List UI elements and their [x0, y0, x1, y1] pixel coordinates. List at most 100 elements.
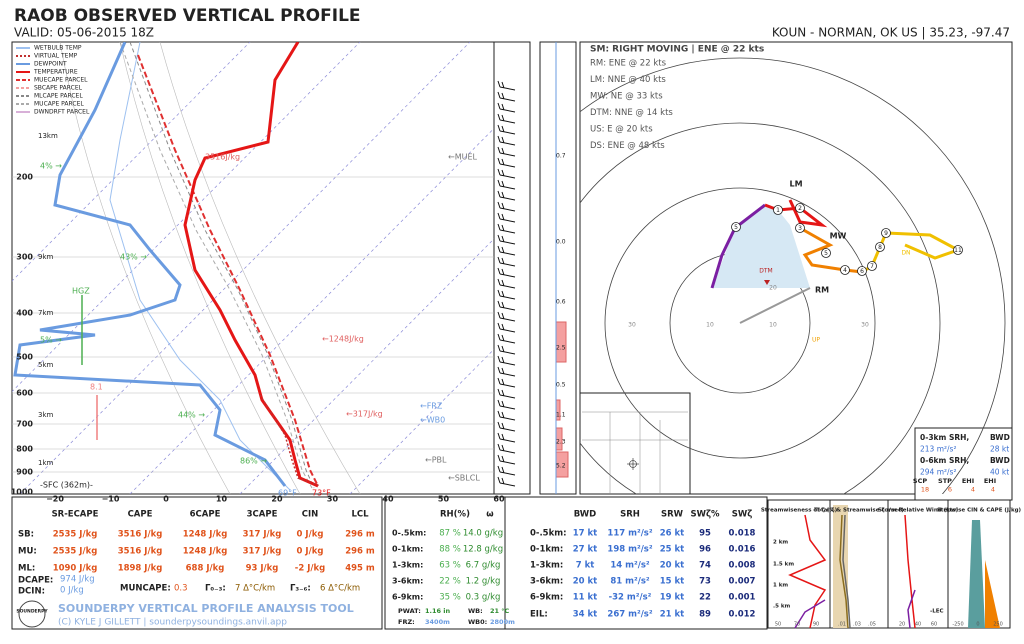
kinematic-value: 198 m²/s² — [607, 545, 652, 555]
label: DCIN: — [18, 587, 45, 597]
rh-value: 35 % — [439, 593, 461, 603]
wind-barb — [497, 377, 516, 388]
row-label: 6-9km: — [530, 593, 563, 603]
motion: RM: ENE @ 22 kts — [590, 59, 667, 69]
legend-swatches — [16, 47, 30, 113]
column-header: 3CAPE — [247, 510, 278, 520]
wind-barb — [497, 91, 516, 102]
row-label: 0-1km: — [530, 545, 563, 555]
height-marker-label: 2 — [798, 205, 802, 212]
height-marker — [857, 266, 867, 276]
column-header: CIN — [302, 510, 319, 520]
column-header: 6CAPE — [190, 510, 221, 520]
height-marker — [875, 242, 885, 252]
kinematic-value: 17 kt — [573, 529, 598, 539]
column-header: RH(%) — [440, 510, 470, 520]
pressure-label: 300 — [16, 253, 33, 262]
kinematic-value: -32 m²/s² — [609, 593, 652, 603]
height-marker-label: 6 — [860, 268, 864, 275]
credit: (C) KYLE J GILLETT | sounderpysoundings.… — [58, 618, 287, 628]
annotation: ←SBLCL — [448, 474, 480, 483]
annotation: -SFC (362m)- — [40, 481, 93, 490]
pwat: 1.16 in — [425, 607, 451, 615]
wind-barb — [497, 344, 516, 355]
parameter-value: 1898 J/kg — [118, 564, 163, 574]
height-marker — [840, 265, 850, 275]
wind-barb — [497, 113, 516, 124]
srh-cell: BWD — [990, 456, 1010, 465]
wind-barb — [497, 476, 516, 487]
rh-label: 44% → — [178, 411, 205, 420]
logo-text: SOUNDERPY — [16, 609, 48, 615]
rh-label: 4% → — [40, 162, 62, 171]
height-marker — [795, 223, 805, 233]
parameter-value: 1090 J/kg — [53, 564, 98, 574]
kinematic-value: 0.016 — [729, 545, 756, 555]
panel-tick: -250 — [952, 622, 963, 628]
panel-height: 2 km — [773, 540, 788, 546]
column-header: SWζ — [732, 510, 753, 520]
wind-barb — [497, 146, 516, 157]
kinematic-value: 81 m²/s² — [610, 577, 650, 587]
ring-label: 10 — [706, 322, 714, 329]
temperature-label: −10 — [102, 495, 120, 504]
temperature-label: 60 — [493, 495, 505, 504]
panel-tick: .01 — [838, 622, 846, 628]
panel-tick: 50 — [775, 622, 781, 628]
annotation: ←MUEL — [448, 153, 478, 162]
column-header: ω — [486, 510, 494, 520]
panel-tick: 20 — [899, 622, 905, 628]
rh-label: 43% → — [120, 253, 147, 262]
srh-cell: 294 m²/s² — [920, 468, 956, 477]
freezing-level: WB0: — [468, 618, 487, 626]
wind-barb — [497, 443, 516, 454]
temperature-label: −20 — [46, 495, 64, 504]
parameter-value: 2535 J/kg — [53, 530, 98, 540]
ring-label: 30 — [628, 322, 636, 329]
column-header: SRH — [620, 510, 640, 520]
wind-barb — [497, 278, 516, 289]
mixing-ratio: 0.3 g/kg — [466, 593, 501, 603]
srh-cell: 40 kt — [990, 468, 1009, 477]
srh-cell: EHI — [984, 477, 996, 485]
freezing-level: 2800m — [490, 618, 515, 626]
annotation: ←1248J/kg — [322, 335, 364, 344]
row-label: EIL: — [530, 610, 548, 620]
legend-entry: WETBULB TEMP — [34, 45, 82, 52]
wind-barb — [497, 267, 516, 278]
pressure-label: 900 — [16, 468, 33, 477]
parameter-value: -2 J/kg — [295, 564, 325, 574]
column-header: LCL — [351, 510, 369, 520]
row-label: SB: — [18, 530, 34, 540]
ring-label: 30 — [861, 322, 869, 329]
kinematic-value: 15 kt — [660, 577, 685, 587]
omega-label: 1.1 — [556, 412, 566, 419]
ring-label: 20 — [769, 285, 777, 292]
parameter-value: 688 J/kg — [186, 564, 225, 574]
parameter-value: 3516 J/kg — [118, 547, 163, 557]
column-header: BWD — [574, 510, 596, 520]
wind-barb — [497, 168, 516, 179]
omega-label: 0.5 — [556, 382, 566, 389]
kinematic-value: 21 kt — [660, 610, 685, 620]
panel-tick: 250 — [993, 622, 1003, 628]
height-markers: 1 2 3 4 5 5 67 89 11 — [731, 203, 963, 276]
kinematic-value: 11 kt — [573, 593, 598, 603]
row-label: 3-6km: — [392, 577, 423, 586]
srh-cell: 213 m²/s² — [920, 445, 956, 454]
mixing-ratio: 14.0 g/kg — [463, 529, 503, 539]
height-marker-label: 11 — [954, 247, 962, 254]
logo — [18, 600, 46, 628]
wind-barb — [497, 135, 516, 146]
legend-entry: MUCAPE PARCEL — [34, 101, 84, 108]
kinematic-value: 0.007 — [729, 577, 756, 587]
kinematic-value: 95 — [699, 529, 711, 539]
omega-label: 5.2 — [556, 463, 566, 470]
mixing-ratio: 1.2 g/kg — [466, 577, 501, 587]
pressure-label: 700 — [16, 420, 33, 429]
wind-barbs — [497, 80, 516, 487]
pressure-label: 1000 — [11, 488, 34, 497]
kinematic-value: 19 kt — [660, 593, 685, 603]
height-marker — [953, 245, 963, 255]
